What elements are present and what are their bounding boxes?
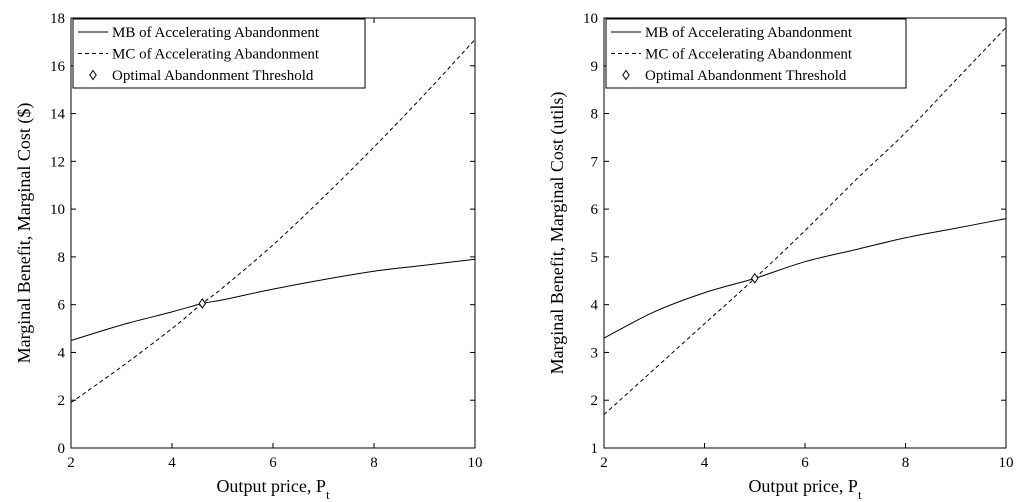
y-tick-label: 9 xyxy=(591,59,599,75)
y-tick-label: 4 xyxy=(591,298,599,314)
x-tick-label: 8 xyxy=(370,455,378,471)
y-tick-label: 10 xyxy=(583,11,598,27)
legend-box xyxy=(72,18,366,89)
legend-entry: MC of Accelerating Abandonment xyxy=(112,47,320,63)
legend-entry: Optimal Abandonment Threshold xyxy=(112,68,314,84)
x-tick-label: 10 xyxy=(999,455,1014,471)
mc-line xyxy=(70,39,476,404)
legend-marker xyxy=(622,69,630,81)
y-tick-label: 6 xyxy=(591,202,599,218)
legend: MB of Accelerating Abandonment MC of Acce… xyxy=(605,18,907,89)
y-tick-label: 2 xyxy=(591,393,599,409)
y-axis-label: Marginal Benefit, Marginal Cost (utils) xyxy=(547,92,568,375)
y-tick-label: 7 xyxy=(591,154,599,170)
x-tick-label: 2 xyxy=(600,455,608,471)
y-tick-label: 14 xyxy=(50,107,66,123)
legend-entry: MB of Accelerating Abandonment xyxy=(112,25,320,41)
x-tick-label: 6 xyxy=(269,455,277,471)
x-tick-label: 8 xyxy=(902,455,910,471)
x-tick-label: 10 xyxy=(468,455,483,471)
plot-area xyxy=(70,17,476,449)
mb-line xyxy=(70,258,476,341)
legend-box xyxy=(605,18,907,89)
y-tick-label: 8 xyxy=(591,107,599,123)
optimal-threshold-marker xyxy=(198,298,207,309)
y-tick-label: 3 xyxy=(591,345,599,361)
mc-line xyxy=(603,27,1007,415)
legend-entry: MC of Accelerating Abandonment xyxy=(645,47,853,63)
y-tick-label: 4 xyxy=(58,345,66,361)
y-tick-label: 8 xyxy=(58,250,66,266)
plot-area xyxy=(603,17,1007,449)
x-axis-label: Output price, Pt xyxy=(216,476,330,502)
x-tick-label: 4 xyxy=(168,455,176,471)
legend: MB of Accelerating Abandonment MC of Acce… xyxy=(72,18,366,89)
y-tick-label: 1 xyxy=(591,441,599,457)
y-tick-label: 0 xyxy=(58,441,66,457)
y-tick-label: 10 xyxy=(50,202,65,218)
x-tick-label: 6 xyxy=(801,455,809,471)
x-axis-label: Output price, Pt xyxy=(748,476,862,502)
y-tick-label: 12 xyxy=(50,154,65,170)
legend-marker xyxy=(89,69,97,81)
y-tick-label: 6 xyxy=(58,298,66,314)
x-tick-label: 2 xyxy=(67,455,75,471)
y-tick-label: 2 xyxy=(58,393,66,409)
optimal-threshold-marker xyxy=(750,273,759,284)
y-tick-label: 16 xyxy=(50,59,66,75)
legend-entry: MB of Accelerating Abandonment xyxy=(645,25,853,41)
x-tick-label: 4 xyxy=(701,455,709,471)
mb-line xyxy=(603,218,1007,339)
legend-entry: Optimal Abandonment Threshold xyxy=(645,68,847,84)
y-tick-label: 18 xyxy=(50,11,65,27)
y-tick-label: 5 xyxy=(591,250,599,266)
y-axis-label: Marginal Benefit, Marginal Cost ($) xyxy=(14,103,35,364)
